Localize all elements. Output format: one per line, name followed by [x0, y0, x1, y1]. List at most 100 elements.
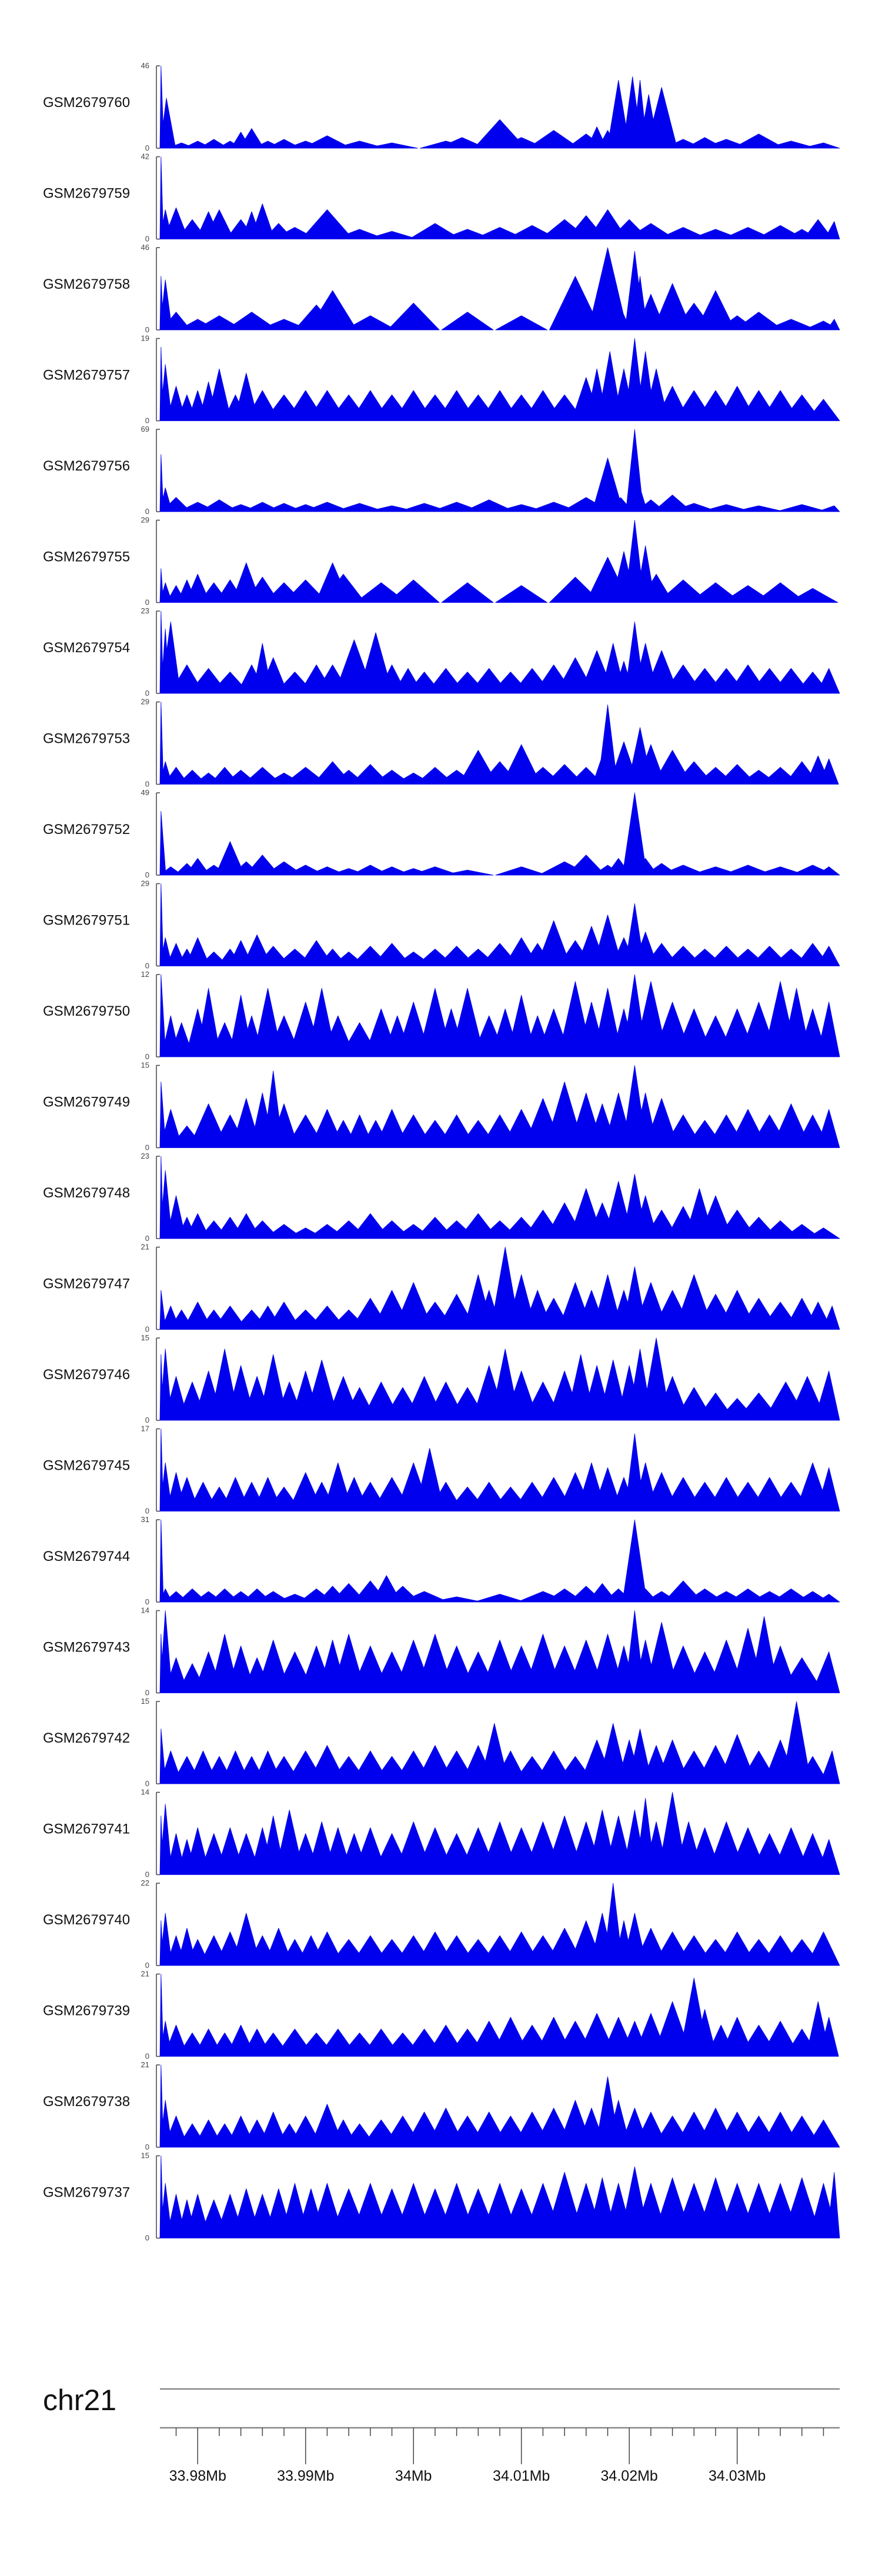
- y-axis-min-label: 0: [145, 1779, 149, 1788]
- y-axis-min-label: 0: [145, 1234, 149, 1243]
- y-axis-max-label: 21: [141, 1243, 149, 1252]
- track-label: GSM2679750: [43, 1003, 130, 1019]
- y-axis-min-label: 0: [145, 507, 149, 516]
- track: GSM2679756 69 0: [43, 425, 840, 516]
- y-axis-max-label: 15: [141, 2151, 149, 2160]
- genome-axis: chr21 33.98Mb 33.99Mb 34Mb 34.01Mb 34.02Mb 34…: [43, 2384, 840, 2484]
- y-axis-min-label: 0: [145, 2143, 149, 2151]
- track-label: GSM2679746: [43, 1367, 130, 1383]
- y-axis-max-label: 29: [141, 698, 149, 706]
- signal-area: [159, 883, 840, 966]
- y-axis-max-label: 29: [141, 879, 149, 888]
- y-axis-min-label: 0: [145, 1870, 149, 1879]
- y-axis-max-label: 29: [141, 516, 149, 525]
- track-label: GSM2679754: [43, 640, 130, 656]
- x-tick-label: 34.02Mb: [601, 2468, 658, 2484]
- y-axis-max-label: 22: [141, 1878, 149, 1887]
- x-tick-label: 34Mb: [395, 2468, 432, 2484]
- track: GSM2679759 42 0: [43, 152, 840, 243]
- y-axis-min-label: 0: [145, 1143, 149, 1152]
- signal-area: [159, 1247, 840, 1330]
- signal-area: [159, 1701, 840, 1784]
- track: GSM2679753 29 0: [43, 698, 839, 789]
- track: GSM2679742 15 0: [43, 1697, 840, 1788]
- y-axis-min-label: 0: [145, 1325, 149, 1334]
- x-tick-label: 33.99Mb: [277, 2468, 334, 2484]
- signal-area: [159, 610, 840, 694]
- y-axis-max-label: 15: [141, 1697, 149, 1706]
- track-label: GSM2679743: [43, 1640, 130, 1656]
- signal-area: [159, 247, 840, 331]
- y-axis-min-label: 0: [145, 416, 149, 425]
- signal-area: [159, 65, 840, 149]
- track-label: GSM2679739: [43, 2003, 130, 2019]
- signal-area: [159, 1974, 839, 2057]
- track-label: GSM2679740: [43, 1912, 130, 1928]
- track: GSM2679758 46 0: [43, 243, 840, 334]
- signal-area: [159, 1429, 840, 1511]
- y-axis-min-label: 0: [145, 1507, 149, 1516]
- y-axis-max-label: 21: [141, 2060, 149, 2069]
- y-axis-max-label: 46: [141, 61, 149, 70]
- track-label: GSM2679753: [43, 731, 130, 747]
- track: GSM2679760 46 0: [43, 61, 840, 152]
- y-axis-min-label: 0: [145, 780, 149, 789]
- signal-area: [159, 1883, 840, 1966]
- y-axis-max-label: 23: [141, 1152, 149, 1160]
- track: GSM2679746 15 0: [43, 1333, 840, 1424]
- track-label: GSM2679759: [43, 186, 130, 202]
- signal-area: [159, 2064, 840, 2148]
- track-label: GSM2679745: [43, 1458, 130, 1474]
- signal-area: [159, 520, 838, 603]
- track-label: GSM2679741: [43, 1821, 130, 1837]
- signal-area: [159, 338, 840, 421]
- y-axis-max-label: 69: [141, 425, 149, 433]
- y-axis-max-label: 46: [141, 243, 149, 252]
- signal-area: [159, 1337, 840, 1421]
- y-axis-min-label: 0: [145, 2052, 149, 2061]
- y-axis-min-label: 0: [145, 1597, 149, 1606]
- signal-area: [159, 1156, 840, 1239]
- y-axis-min-label: 0: [145, 689, 149, 698]
- axis-ticks: 33.98Mb 33.99Mb 34Mb 34.01Mb 34.02Mb 34.03Mb: [169, 2428, 824, 2484]
- track-label: GSM2679757: [43, 368, 130, 383]
- track: GSM2679757 19 0: [43, 334, 840, 425]
- track: GSM2679747 21 0: [43, 1243, 840, 1334]
- track: GSM2679745 17 0: [43, 1424, 840, 1516]
- y-axis-min-label: 0: [145, 962, 149, 970]
- signal-area: [159, 1065, 840, 1148]
- track-label: GSM2679742: [43, 1730, 130, 1746]
- y-axis-min-label: 0: [145, 870, 149, 879]
- track-label: GSM2679758: [43, 276, 130, 292]
- y-axis-min-label: 0: [145, 598, 149, 607]
- track: GSM2679743 14 0: [43, 1606, 840, 1697]
- track: GSM2679748 23 0: [43, 1152, 840, 1243]
- y-axis-max-label: 15: [141, 1061, 149, 1070]
- signal-area: [159, 1519, 840, 1603]
- signal-tracks: GSM2679760460GSM2679759420GSM2679758460G…: [43, 61, 840, 2243]
- y-axis-min-label: 0: [145, 235, 149, 243]
- signal-area: [159, 156, 840, 239]
- y-axis-min-label: 0: [145, 325, 149, 334]
- track-label: GSM2679749: [43, 1095, 130, 1110]
- track-label: GSM2679751: [43, 913, 130, 929]
- track-label: GSM2679747: [43, 1276, 130, 1292]
- y-axis-max-label: 14: [141, 1788, 149, 1797]
- track-label: GSM2679737: [43, 2185, 130, 2201]
- y-axis-min-label: 0: [145, 1689, 149, 1697]
- track: GSM2679744 31 0: [43, 1515, 840, 1606]
- x-tick-label: 34.03Mb: [709, 2468, 766, 2484]
- x-tick-label: 33.98Mb: [169, 2468, 226, 2484]
- y-axis-max-label: 12: [141, 970, 149, 979]
- y-axis-min-label: 0: [145, 144, 149, 152]
- x-tick-label: 34.01Mb: [493, 2468, 550, 2484]
- y-axis-max-label: 17: [141, 1424, 149, 1433]
- y-axis-min-label: 0: [145, 1052, 149, 1061]
- track: GSM2679741 14 0: [43, 1788, 840, 1879]
- y-axis-min-label: 0: [145, 1416, 149, 1424]
- y-axis-min-label: 0: [145, 2234, 149, 2243]
- signal-area: [159, 974, 840, 1057]
- track: GSM2679751 29 0: [43, 879, 840, 970]
- track-label: GSM2679752: [43, 822, 130, 837]
